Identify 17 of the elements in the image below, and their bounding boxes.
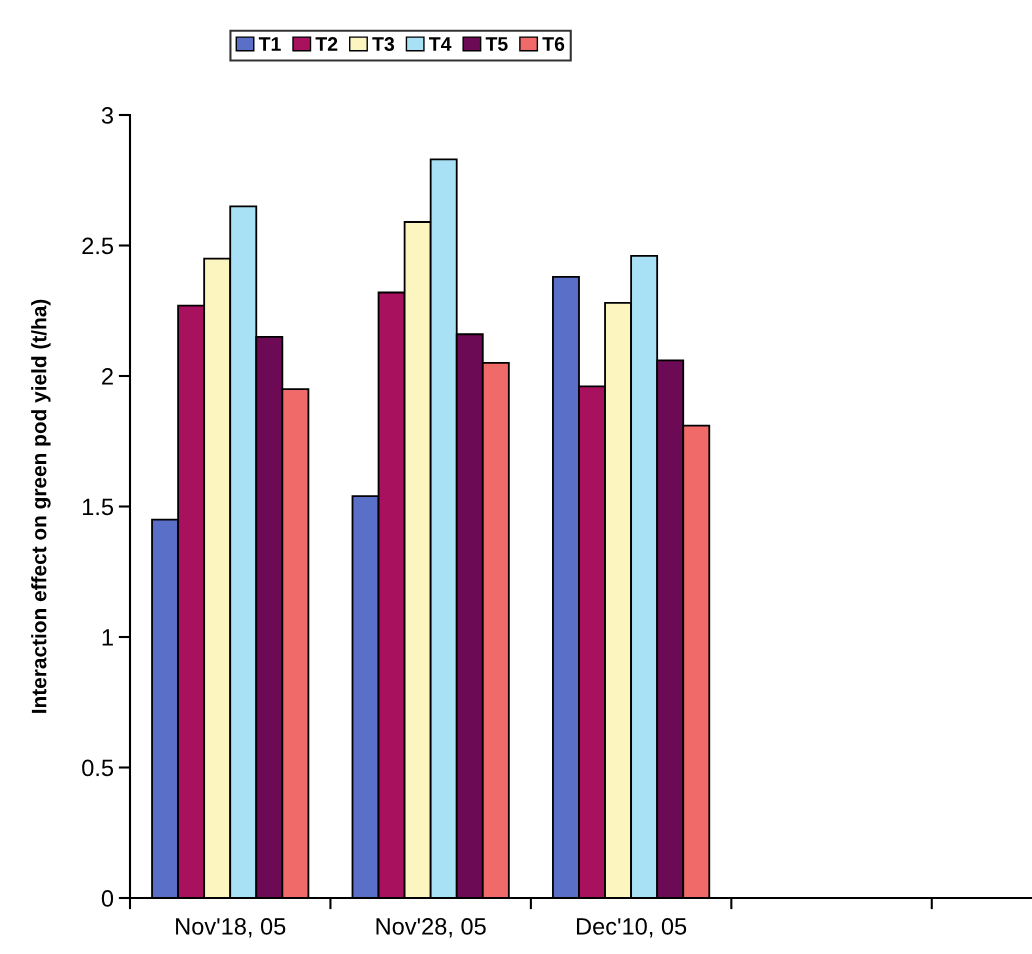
y-tick-label: 0 <box>101 890 114 907</box>
y-tick-label: 0.5 <box>82 759 114 777</box>
legend-label: T1 <box>258 37 281 51</box>
legend-label: T6 <box>542 37 565 51</box>
legend-label: T4 <box>429 37 452 51</box>
y-axis-title: Interaction effect on green pod yield (t/ha) <box>31 299 51 713</box>
legend-label: T3 <box>372 37 395 51</box>
y-tick-label: 1 <box>102 629 113 646</box>
legend-label: T2 <box>315 37 338 51</box>
x-tick-label: Nov'18, 05 <box>176 918 286 938</box>
x-tick-label: Nov'28, 05 <box>376 918 486 938</box>
y-tick-label: 2 <box>102 368 113 385</box>
y-tick-label: 2.5 <box>82 237 114 255</box>
y-tick-label: 3 <box>101 107 113 124</box>
y-tick-label: 1.5 <box>83 498 114 516</box>
x-tick-label: Dec'10, 05 <box>576 918 687 938</box>
legend-label: T5 <box>485 37 508 51</box>
